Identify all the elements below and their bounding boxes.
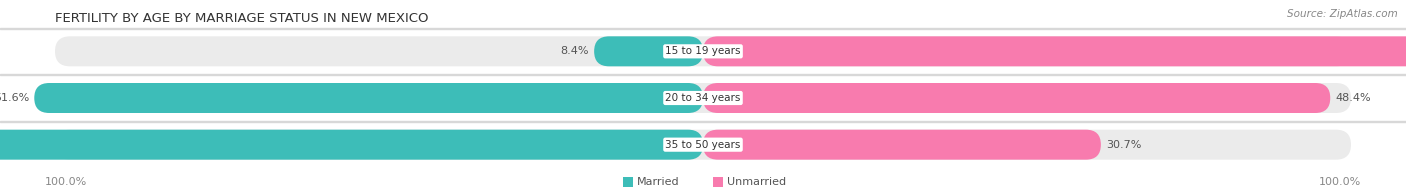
Text: Source: ZipAtlas.com: Source: ZipAtlas.com bbox=[1288, 9, 1398, 19]
FancyBboxPatch shape bbox=[703, 83, 1330, 113]
Text: 35 to 50 years: 35 to 50 years bbox=[665, 140, 741, 150]
Bar bbox=[713, 177, 723, 187]
Text: 100.0%: 100.0% bbox=[1319, 177, 1361, 187]
Bar bbox=[623, 177, 633, 187]
Text: 15 to 19 years: 15 to 19 years bbox=[665, 46, 741, 56]
Text: 8.4%: 8.4% bbox=[561, 46, 589, 56]
Text: 51.6%: 51.6% bbox=[0, 93, 30, 103]
Bar bbox=[0, 74, 1406, 75]
Text: 30.7%: 30.7% bbox=[1107, 140, 1142, 150]
FancyBboxPatch shape bbox=[595, 36, 703, 66]
FancyBboxPatch shape bbox=[55, 83, 1351, 113]
FancyBboxPatch shape bbox=[703, 36, 1406, 66]
Bar bbox=[0, 27, 1406, 28]
Text: 20 to 34 years: 20 to 34 years bbox=[665, 93, 741, 103]
Bar bbox=[0, 121, 1406, 122]
FancyBboxPatch shape bbox=[703, 130, 1101, 160]
Text: Unmarried: Unmarried bbox=[727, 177, 786, 187]
Text: 48.4%: 48.4% bbox=[1336, 93, 1371, 103]
FancyBboxPatch shape bbox=[55, 130, 1351, 160]
FancyBboxPatch shape bbox=[34, 83, 703, 113]
Text: FERTILITY BY AGE BY MARRIAGE STATUS IN NEW MEXICO: FERTILITY BY AGE BY MARRIAGE STATUS IN N… bbox=[55, 12, 429, 24]
FancyBboxPatch shape bbox=[55, 36, 1351, 66]
FancyBboxPatch shape bbox=[0, 130, 703, 160]
Text: Married: Married bbox=[637, 177, 679, 187]
Text: 100.0%: 100.0% bbox=[45, 177, 87, 187]
